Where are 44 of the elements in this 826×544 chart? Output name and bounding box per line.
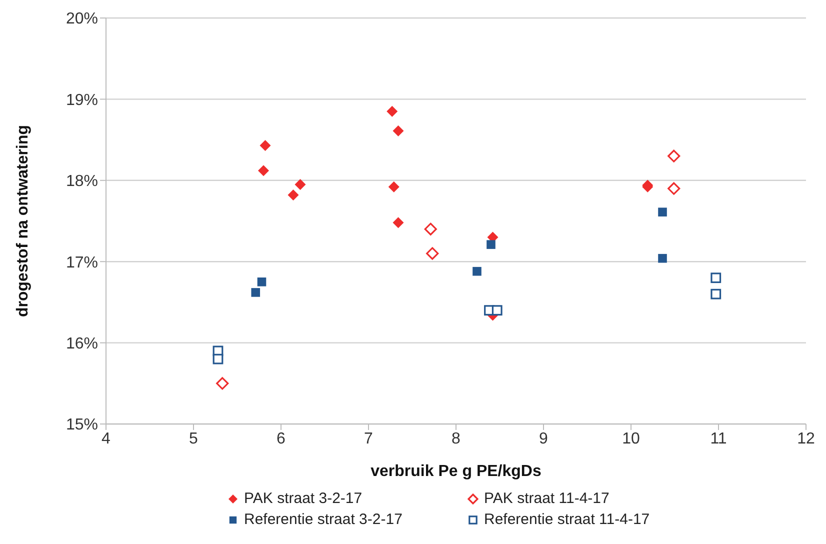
point: [486, 240, 496, 249]
x-tick-label: 4: [102, 430, 111, 448]
point: [251, 288, 260, 297]
point: [386, 106, 398, 117]
legend-label: PAK straat 11-4-17: [484, 490, 610, 507]
y-tick-label: 18%: [66, 173, 98, 190]
y-tick-label: 19%: [66, 92, 98, 109]
point: [472, 266, 482, 276]
y-tick-label: 15%: [66, 416, 98, 434]
legend-label: Referentie straat 11-4-17: [484, 511, 650, 528]
y-axis-title: drogestof na ontwatering: [14, 125, 32, 317]
point: [658, 254, 667, 263]
x-tick-label: 7: [364, 430, 374, 448]
x-tick-label: 5: [189, 430, 198, 448]
point: [258, 165, 269, 176]
point: [492, 305, 502, 316]
point: [710, 272, 722, 284]
x-tick-label: 12: [797, 430, 815, 448]
point: [216, 377, 229, 390]
y-tick-label: 20%: [66, 10, 98, 28]
point: [288, 190, 299, 201]
point: [710, 288, 722, 300]
point: [392, 125, 404, 136]
point: [424, 222, 437, 236]
y-tick-label: 16%: [66, 335, 98, 352]
point: [658, 208, 667, 216]
point: [388, 181, 400, 192]
point: [260, 140, 271, 151]
x-tick-label: 6: [276, 430, 286, 448]
legend-label: PAK straat 3-2-17: [244, 490, 362, 507]
legend-label: Referentie straat 3-2-17: [244, 511, 402, 528]
x-axis-title: verbruik Pe g PE/kgDs: [370, 463, 542, 480]
x-tick-label: 8: [452, 430, 461, 448]
point: [426, 247, 439, 260]
point: [668, 182, 680, 195]
point: [294, 178, 306, 190]
x-tick-label: 9: [539, 430, 548, 448]
y-tick-label: 17%: [66, 254, 98, 272]
point: [392, 217, 404, 228]
point: [257, 278, 266, 286]
x-tick-label: 11: [710, 430, 727, 448]
x-tick-label: 10: [622, 430, 640, 448]
point: [668, 150, 680, 162]
point: [212, 354, 224, 364]
